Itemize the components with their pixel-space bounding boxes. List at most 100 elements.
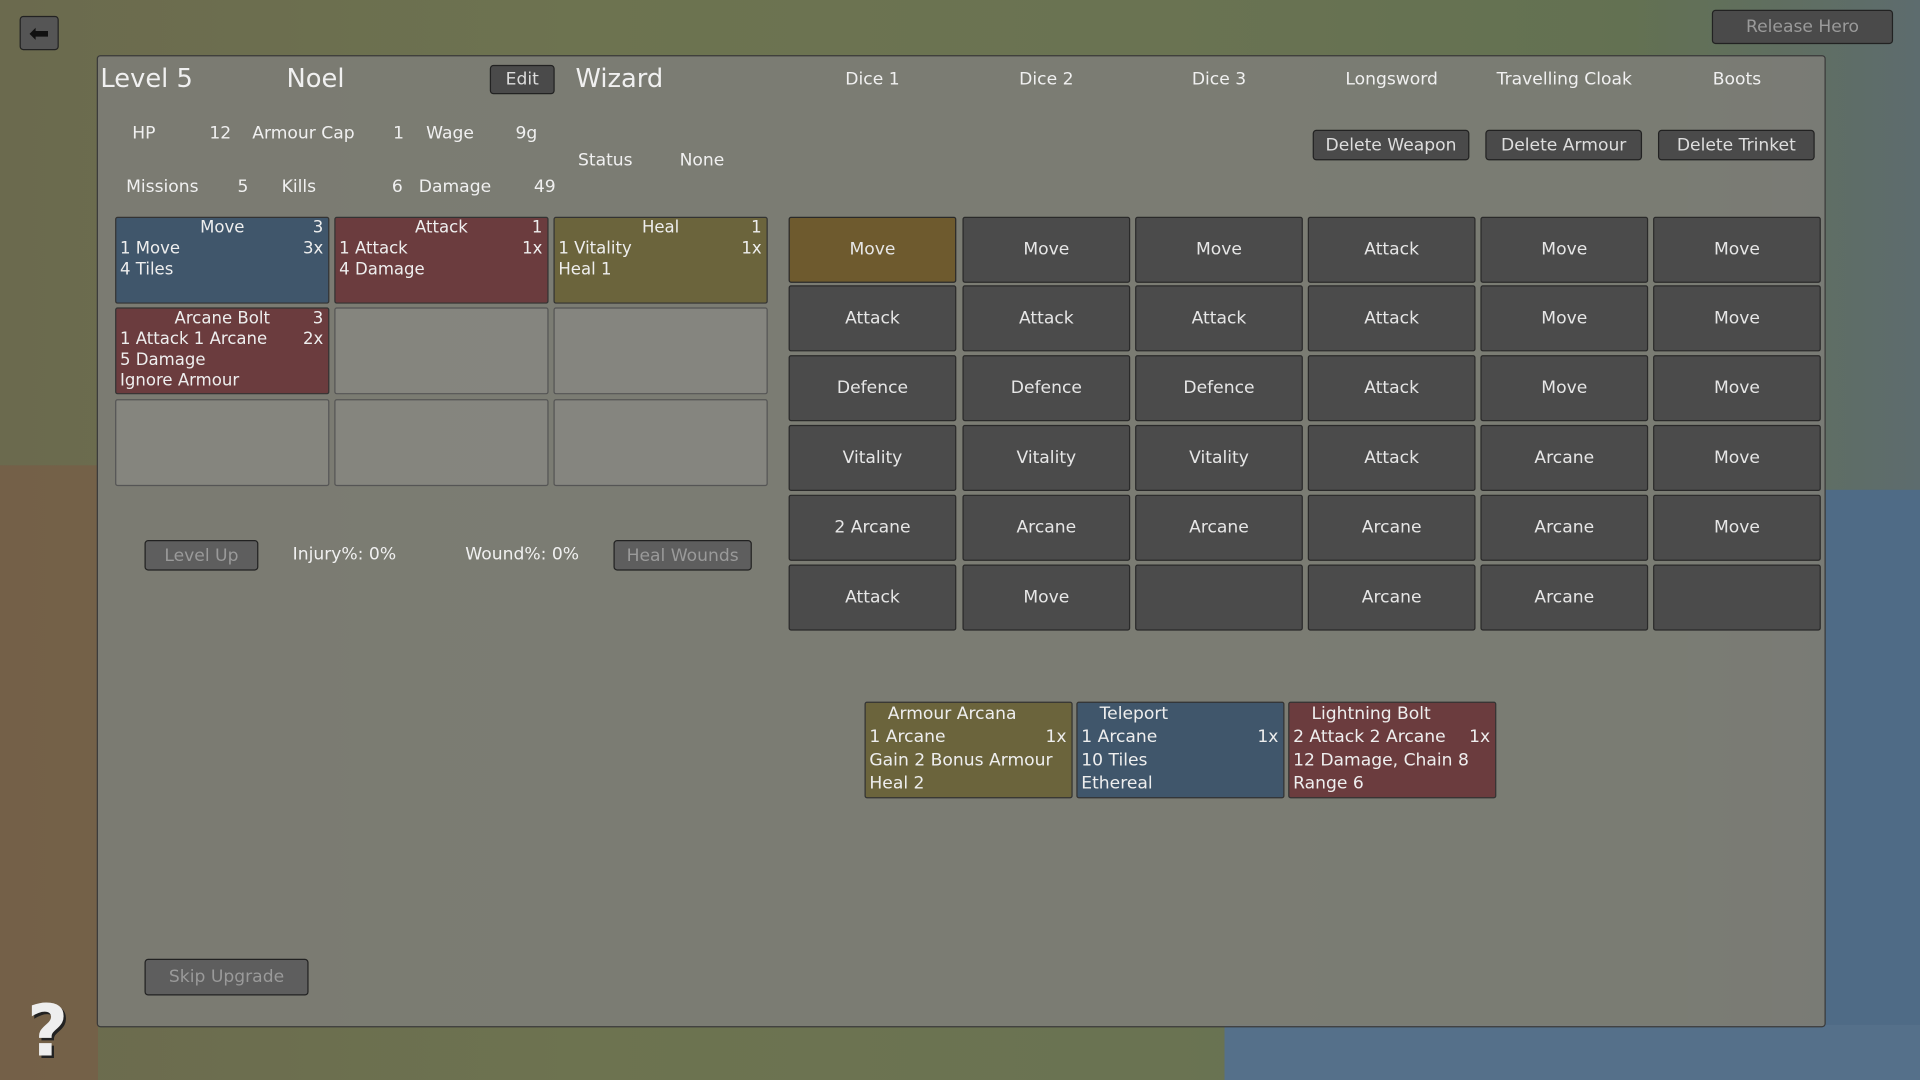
status-value: None [679, 150, 725, 171]
dice-face[interactable]: Move [1653, 355, 1821, 422]
upgrade-multiplier: 1x [1045, 727, 1067, 747]
ability-effect: 4 Tiles [120, 259, 174, 280]
dice-face[interactable]: 2 Arcane [788, 494, 957, 561]
upgrade-card[interactable]: Armour Arcana 1x 1 Arcane Gain 2 Bonus Armo… [864, 701, 1073, 799]
ability-title: Move [200, 217, 245, 238]
empty-ability-slot [553, 399, 768, 487]
delete-trinket-button[interactable]: Delete Trinket [1657, 129, 1815, 161]
upgrade-multiplier: 1x [1257, 727, 1279, 747]
ability-title: Arcane Bolt [174, 308, 270, 329]
damage-value: 49 [533, 177, 556, 198]
dice-face[interactable]: Vitality [1135, 424, 1303, 492]
ability-count: 1 [751, 217, 762, 238]
armour-cap-label: Armour Cap [252, 123, 355, 144]
dice-face[interactable]: Attack [1307, 424, 1476, 492]
dice-face[interactable]: Move [1135, 216, 1303, 283]
dice-face[interactable]: Move [788, 216, 957, 283]
dice-face[interactable]: Attack [788, 564, 957, 631]
kills-value: 6 [391, 177, 403, 198]
ability-cost: 1 Move [120, 238, 181, 259]
status-label: Status [577, 150, 633, 171]
release-hero-button[interactable]: Release Hero [1711, 9, 1894, 45]
dice-face[interactable]: Attack [788, 285, 957, 352]
dice-face[interactable]: Arcane [1307, 564, 1476, 631]
delete-weapon-button[interactable]: Delete Weapon [1312, 129, 1470, 161]
upgrade-title: Lightning Bolt [1311, 704, 1431, 724]
ability-count: 1 [531, 217, 543, 238]
dice-face[interactable]: Move [1653, 216, 1821, 283]
hero-level: Level 5 [100, 63, 193, 94]
heal-wounds-button[interactable]: Heal Wounds [613, 540, 752, 571]
hero-name: Noel [286, 63, 345, 94]
upgrade-title: Teleport [1099, 704, 1169, 724]
upgrade-effect: Heal 2 [869, 773, 925, 794]
dice-face[interactable]: Defence [962, 355, 1131, 422]
level-up-button[interactable]: Level Up [144, 540, 259, 571]
dice-face[interactable]: Move [1480, 285, 1649, 352]
dice-face[interactable]: Move [1480, 355, 1649, 422]
dice-header: Travelling Cloak [1496, 69, 1632, 90]
ability-cost: 1 Attack 1 Arcane [120, 329, 268, 349]
back-button[interactable]: ⬅ [19, 15, 59, 51]
ability-card[interactable]: Arcane Bolt 3 2x 1 Attack 1 Arcane 5 Damage I… [115, 307, 330, 395]
dice-face[interactable]: Vitality [788, 424, 957, 492]
dice-face[interactable]: Move [1653, 285, 1821, 352]
missions-value: 5 [237, 177, 249, 198]
empty-ability-slot [115, 399, 330, 487]
ability-cost: 1 Attack [339, 238, 408, 259]
edit-name-button[interactable]: Edit [489, 64, 555, 95]
dice-face[interactable]: Move [1653, 424, 1821, 492]
kills-label: Kills [281, 177, 317, 198]
ability-title: Attack [415, 217, 468, 238]
dice-face[interactable]: Arcane [1307, 494, 1476, 561]
dice-face[interactable]: Defence [1135, 355, 1303, 422]
missions-label: Missions [126, 177, 199, 198]
upgrade-effect: Ethereal [1081, 773, 1153, 794]
dice-face[interactable]: Arcane [1480, 564, 1649, 631]
ability-effect: Heal 1 [558, 259, 612, 280]
dice-face[interactable]: Attack [1307, 355, 1476, 422]
ability-card[interactable]: Heal 1 1x 1 Vitality Heal 1 [553, 216, 768, 304]
ability-card[interactable]: Move 3 3x 1 Move 4 Tiles [115, 216, 330, 304]
question-mark-icon[interactable]: ? [26, 989, 69, 1073]
upgrade-effect: Range 6 [1293, 773, 1364, 794]
dice-face[interactable]: Arcane [962, 494, 1131, 561]
dice-face[interactable]: Move [1480, 216, 1649, 283]
dice-face[interactable]: Arcane [1135, 494, 1303, 561]
dice-face[interactable]: Move [1653, 494, 1821, 561]
dice-face[interactable]: Arcane [1480, 424, 1649, 492]
injury-percent: Injury%: 0% [292, 544, 397, 565]
dice-face[interactable]: Move [962, 564, 1131, 631]
upgrade-cost: 1 Arcane [1081, 727, 1158, 747]
delete-armour-button[interactable]: Delete Armour [1485, 129, 1643, 161]
upgrade-card[interactable]: Teleport 1x 1 Arcane 10 Tiles Ethereal [1076, 701, 1285, 799]
dice-header: Dice 2 [1019, 69, 1074, 90]
dice-face[interactable]: Attack [1307, 216, 1476, 283]
dice-face[interactable]: Arcane [1480, 494, 1649, 561]
wound-percent: Wound%: 0% [465, 544, 580, 565]
upgrade-effect: Gain 2 Bonus Armour [869, 750, 1053, 771]
ability-card[interactable]: Attack 1 1x 1 Attack 4 Damage [334, 216, 549, 304]
ability-multiplier: 1x [522, 238, 543, 259]
dice-face[interactable]: Move [962, 216, 1131, 283]
upgrade-effect: 12 Damage, Chain 8 [1293, 750, 1469, 771]
armour-cap-value: 1 [393, 123, 404, 144]
dice-face[interactable]: Attack [1307, 285, 1476, 352]
dice-face[interactable]: Defence [788, 355, 957, 422]
ability-effect: 5 Damage [120, 350, 206, 370]
ability-count: 3 [312, 217, 324, 238]
dice-header: Boots [1712, 69, 1762, 90]
dice-face[interactable] [1653, 564, 1821, 631]
upgrade-card[interactable]: Lightning Bolt 1x 2 Attack 2 Arcane 12 Dama… [1288, 701, 1497, 799]
empty-ability-slot [334, 399, 549, 487]
dice-face[interactable]: Attack [1135, 285, 1303, 352]
dice-header: Dice 3 [1191, 69, 1247, 90]
dice-face[interactable] [1135, 564, 1303, 631]
wage-label: Wage [426, 123, 474, 144]
upgrade-effect: 10 Tiles [1081, 750, 1148, 771]
dice-face[interactable]: Attack [962, 285, 1131, 352]
dice-face[interactable]: Vitality [962, 424, 1131, 492]
skip-upgrade-button[interactable]: Skip Upgrade [144, 958, 309, 996]
upgrade-multiplier: 1x [1469, 727, 1491, 747]
hero-class: Wizard [575, 63, 664, 94]
